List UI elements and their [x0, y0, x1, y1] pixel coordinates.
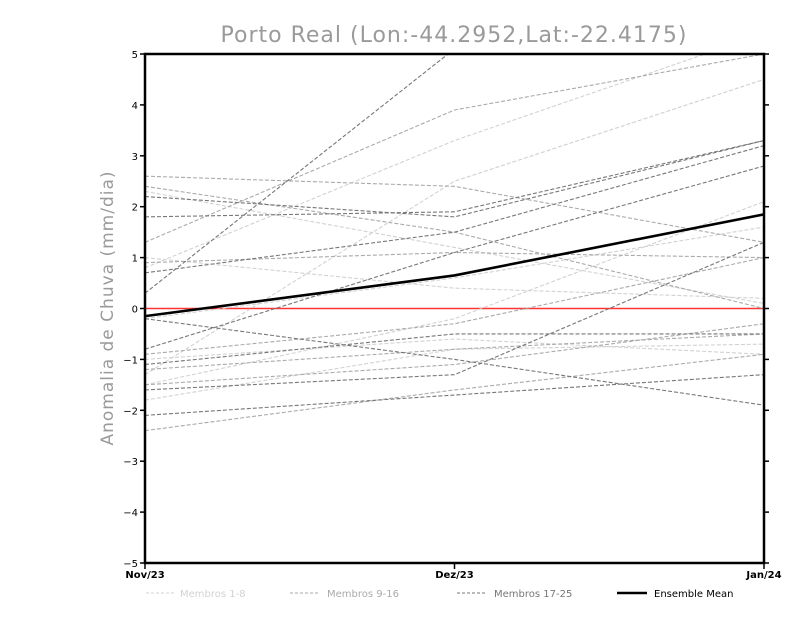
series-line-membros-1-8-0 — [145, 190, 764, 304]
y-tick-label: 4 — [132, 101, 138, 112]
series-line-membros-1-8-3 — [145, 226, 764, 320]
series-line-membros-9-16-13 — [145, 323, 764, 386]
series-line-membros-17-25-20 — [145, 333, 764, 366]
series-line-membros-17-25-18 — [145, 145, 764, 274]
series-line-membros-1-8-6 — [145, 201, 764, 386]
y-tick-label: 0 — [132, 305, 138, 316]
legend: Membros 1-8 Membros 9-16 Membros 17-25 Ense… — [146, 589, 733, 600]
series-line-membros-17-25-23 — [145, 165, 764, 350]
series-line-membros-9-16-8 — [145, 54, 764, 243]
series-line-membros-1-8-1 — [145, 338, 764, 360]
plot-area — [145, 54, 764, 432]
y-tick-label: 2 — [132, 203, 138, 214]
series-line-membros-1-8-4 — [145, 343, 764, 401]
x-tick-label: Jan/24 — [745, 570, 781, 581]
y-tick-label: −1 — [123, 355, 138, 366]
series-line-membros-17-25-17 — [145, 139, 764, 218]
series-line-membros-1-8-5 — [145, 54, 707, 269]
y-tick-label: −3 — [123, 457, 138, 468]
y-tick-label: −2 — [123, 406, 138, 417]
axes: −5 −4 −3 −2 −1 0 1 2 3 4 5 Nov/23 Dez/23 Jan/24 — [123, 50, 781, 581]
legend-label: Ensemble Mean — [654, 589, 733, 600]
series-line-membros-17-25-21 — [145, 374, 764, 416]
series-line-membros-17-25-19 — [145, 318, 764, 406]
ensemble-mean-line — [145, 213, 764, 318]
y-tick-label: 1 — [132, 254, 138, 265]
series-line-membros-9-16-11 — [145, 333, 764, 371]
y-tick-label: −4 — [123, 508, 138, 519]
y-tick-label: 3 — [132, 152, 138, 163]
series-line-membros-17-25-24 — [145, 139, 764, 218]
x-tick-label: Dez/23 — [435, 570, 474, 581]
y-tick-label: −5 — [123, 559, 138, 570]
series-line-membros-9-16-15 — [145, 353, 764, 432]
series-line-membros-9-16-9 — [145, 257, 764, 355]
series-line-membros-17-25-22 — [145, 241, 764, 391]
x-tick-label: Nov/23 — [125, 570, 164, 581]
legend-label: Membros 9-16 — [327, 589, 399, 600]
chart-title: Porto Real (Lon:-44.2952,Lat:-22.4175) — [221, 23, 688, 48]
y-tick-label: 5 — [132, 50, 138, 61]
legend-label: Membros 1-8 — [180, 589, 246, 600]
series-line-membros-1-8-7 — [145, 257, 764, 299]
series-line-membros-1-8-2 — [145, 78, 764, 376]
y-axis-label: Anomalia de Chuva (mm/dia) — [98, 170, 118, 445]
legend-label: Membros 17-25 — [494, 589, 572, 600]
series-line-membros-9-16-10 — [145, 175, 764, 243]
